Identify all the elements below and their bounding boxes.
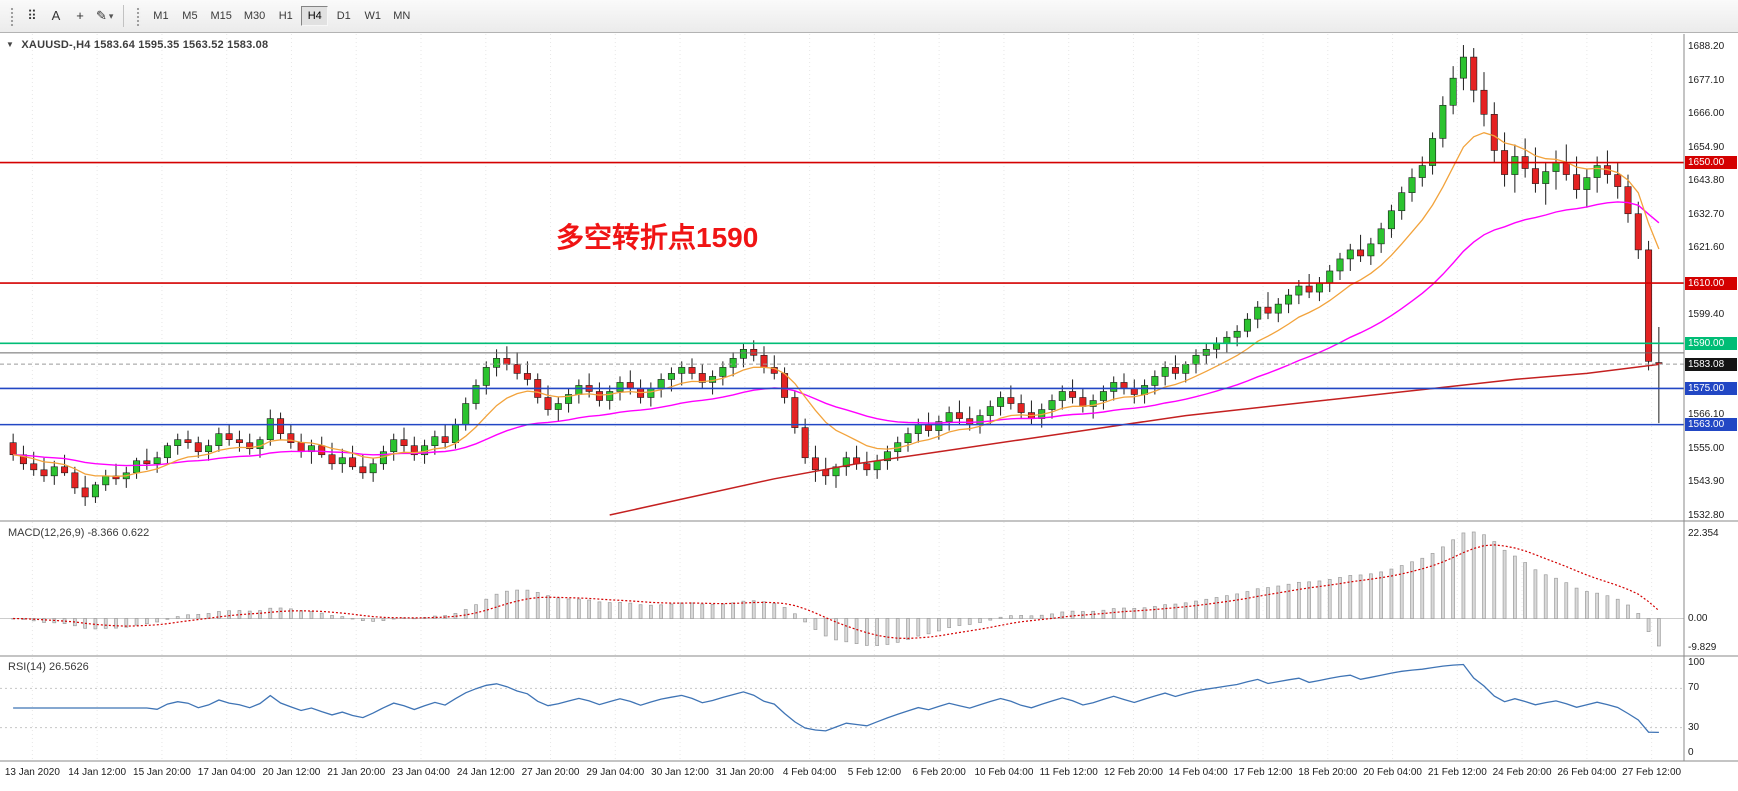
ma-mid-line: [13, 201, 1660, 467]
time-axis-label: 30 Jan 12:00: [651, 767, 709, 778]
rsi-axis-tick: 30: [1688, 721, 1700, 733]
draw-tools-icon: ✎: [96, 8, 107, 24]
macd-axis-min: -9.829: [1688, 642, 1717, 653]
text-tool-icon: A: [51, 8, 61, 24]
timeframe-toolbar-grip[interactable]: [135, 6, 142, 26]
time-axis-label: 29 Jan 04:00: [586, 767, 645, 778]
price-axis-tick: 1677.10: [1688, 74, 1725, 86]
price-axis-tick: 1599.40: [1688, 308, 1725, 320]
hline-price-tag-1575.00: 1575.00: [1685, 381, 1737, 395]
price-axis-tick: 1688.20: [1688, 41, 1725, 53]
time-axis-label: 27 Jan 20:00: [521, 767, 580, 778]
price-axis-tick: 1666.00: [1688, 108, 1725, 120]
macd-indicator-label: MACD(12,26,9) -8.366 0.622: [8, 527, 150, 539]
time-axis-label: 24 Feb 20:00: [1492, 767, 1552, 778]
price-axis-tick: 1643.80: [1688, 175, 1725, 187]
timeframe-button-m5[interactable]: M5: [176, 6, 203, 26]
macd-axis-zero: 0.00: [1688, 612, 1708, 624]
timeframe-button-h1[interactable]: H1: [272, 6, 299, 26]
time-axis-label: 20 Jan 12:00: [262, 767, 321, 778]
current-price-tag: 1583.08: [1685, 357, 1737, 371]
draw-tools-button[interactable]: ✎ ▾: [92, 4, 117, 28]
rsi-indicator-label: RSI(14) 26.5626: [8, 661, 89, 673]
time-axis-label: 13 Jan 2020: [4, 767, 60, 778]
time-axis-label: 31 Jan 20:00: [715, 767, 774, 778]
price-axis-tick: 1566.10: [1688, 409, 1725, 421]
price-axis-tick: 1621.60: [1688, 242, 1725, 254]
time-axis-label: 5 Feb 12:00: [847, 767, 902, 778]
time-axis-label: 21 Feb 12:00: [1427, 767, 1487, 778]
price-axis[interactable]: 1688.20 1677.10 1666.00 1654.90 1643.80 1632.…: [1685, 34, 1738, 761]
chevron-down-icon: ▾: [108, 10, 114, 21]
text-tool-button[interactable]: A: [44, 4, 68, 28]
macd-signal-line: [13, 544, 1660, 640]
time-axis-label: 18 Feb 20:00: [1298, 767, 1358, 778]
rsi-axis-tick: 0: [1688, 747, 1694, 758]
time-axis-label: 27 Feb 12:00: [1622, 767, 1682, 778]
time-axis-label: 10 Feb 04:00: [974, 767, 1034, 778]
toolbar: ⠿ A + ✎ ▾ M1 M5 M15 M30 H1 H4 D1 W1 MN: [0, 0, 1738, 33]
time-axis-label: 4 Feb 04:00: [782, 767, 837, 778]
timeframe-button-m15[interactable]: M15: [205, 6, 236, 26]
toolbar-grip[interactable]: [9, 6, 15, 26]
time-axis[interactable]: 13 Jan 2020 14 Jan 12:00 15 Jan 20:00 17 Ja…: [0, 762, 1684, 791]
chart-tools-group: ⠿ A + ✎ ▾: [20, 4, 117, 29]
time-axis-label: 26 Feb 04:00: [1557, 767, 1617, 778]
time-axis-label: 15 Jan 20:00: [133, 767, 191, 778]
ma-fast-line: [12, 132, 1660, 478]
rsi-axis-tick: 100: [1688, 657, 1705, 668]
tick-chart-icon: ⠿: [27, 8, 37, 24]
timeframe-button-m30[interactable]: M30: [239, 6, 270, 26]
time-axis-label: 20 Feb 04:00: [1363, 767, 1422, 778]
timeframe-button-d1[interactable]: D1: [330, 6, 357, 26]
ma-slow-line: [609, 363, 1659, 516]
price-axis-tick: 1543.90: [1688, 476, 1725, 488]
price-axis-tick: 1654.90: [1688, 141, 1725, 153]
candles: [9, 45, 1663, 506]
timeframe-button-m1[interactable]: M1: [147, 6, 174, 26]
time-axis-label: 17 Jan 04:00: [197, 767, 256, 778]
hline-price-tag-1563.00: 1563.00: [1685, 418, 1737, 432]
price-axis-tick: 1532.80: [1688, 509, 1725, 521]
timeframe-toolbar: M1 M5 M15 M30 H1 H4 D1 W1 MN: [146, 6, 416, 26]
time-axis-label: 14 Jan 12:00: [68, 767, 127, 778]
timeframe-button-mn[interactable]: MN: [388, 6, 415, 26]
tick-chart-button[interactable]: ⠿: [20, 4, 44, 28]
time-axis-label: 11 Feb 12:00: [1039, 767, 1098, 778]
rsi-axis-tick: 70: [1688, 682, 1700, 694]
one-click-trading-collapse-icon[interactable]: ▼: [6, 40, 15, 49]
time-axis-label: 14 Feb 04:00: [1168, 767, 1228, 778]
time-axis-label: 6 Feb 20:00: [912, 767, 966, 778]
chart-title-text: XAUUSD-,H4 1583.64 1595.35 1563.52 1583.…: [21, 39, 269, 51]
time-axis-label: 17 Feb 12:00: [1233, 767, 1293, 778]
crosshair-icon: +: [76, 8, 84, 24]
time-axis-label: 24 Jan 12:00: [456, 767, 515, 778]
toolbar-separator: [123, 5, 125, 27]
chart-annotation-text[interactable]: 多空转折点1590: [556, 222, 759, 253]
crosshair-button[interactable]: +: [68, 4, 92, 28]
macd-axis-max: 22.354: [1688, 528, 1719, 539]
time-axis-label: 23 Jan 04:00: [392, 767, 450, 778]
price-axis-tick: 1555.00: [1688, 442, 1725, 454]
price-axis-tick: 1632.70: [1688, 208, 1725, 220]
time-axis-label: 21 Jan 20:00: [327, 767, 386, 778]
ma-lines: [12, 132, 1660, 516]
timeframe-button-w1[interactable]: W1: [359, 6, 386, 26]
time-axis-label: 12 Feb 20:00: [1103, 767, 1163, 778]
timeframe-button-h4[interactable]: H4: [301, 6, 329, 26]
macd-histogram: [11, 531, 1661, 647]
rsi-line: [13, 663, 1659, 734]
grid-lines: [31, 34, 1653, 760]
hline-price-tag-1590.00: 1590.00: [1685, 336, 1737, 350]
hline-price-tag-1650.00: 1650.00: [1685, 156, 1737, 170]
chart-title: ▼ XAUUSD-,H4 1583.64 1595.35 1563.52 158…: [6, 39, 268, 51]
hline-price-tag-1610.00: 1610.00: [1685, 276, 1737, 290]
